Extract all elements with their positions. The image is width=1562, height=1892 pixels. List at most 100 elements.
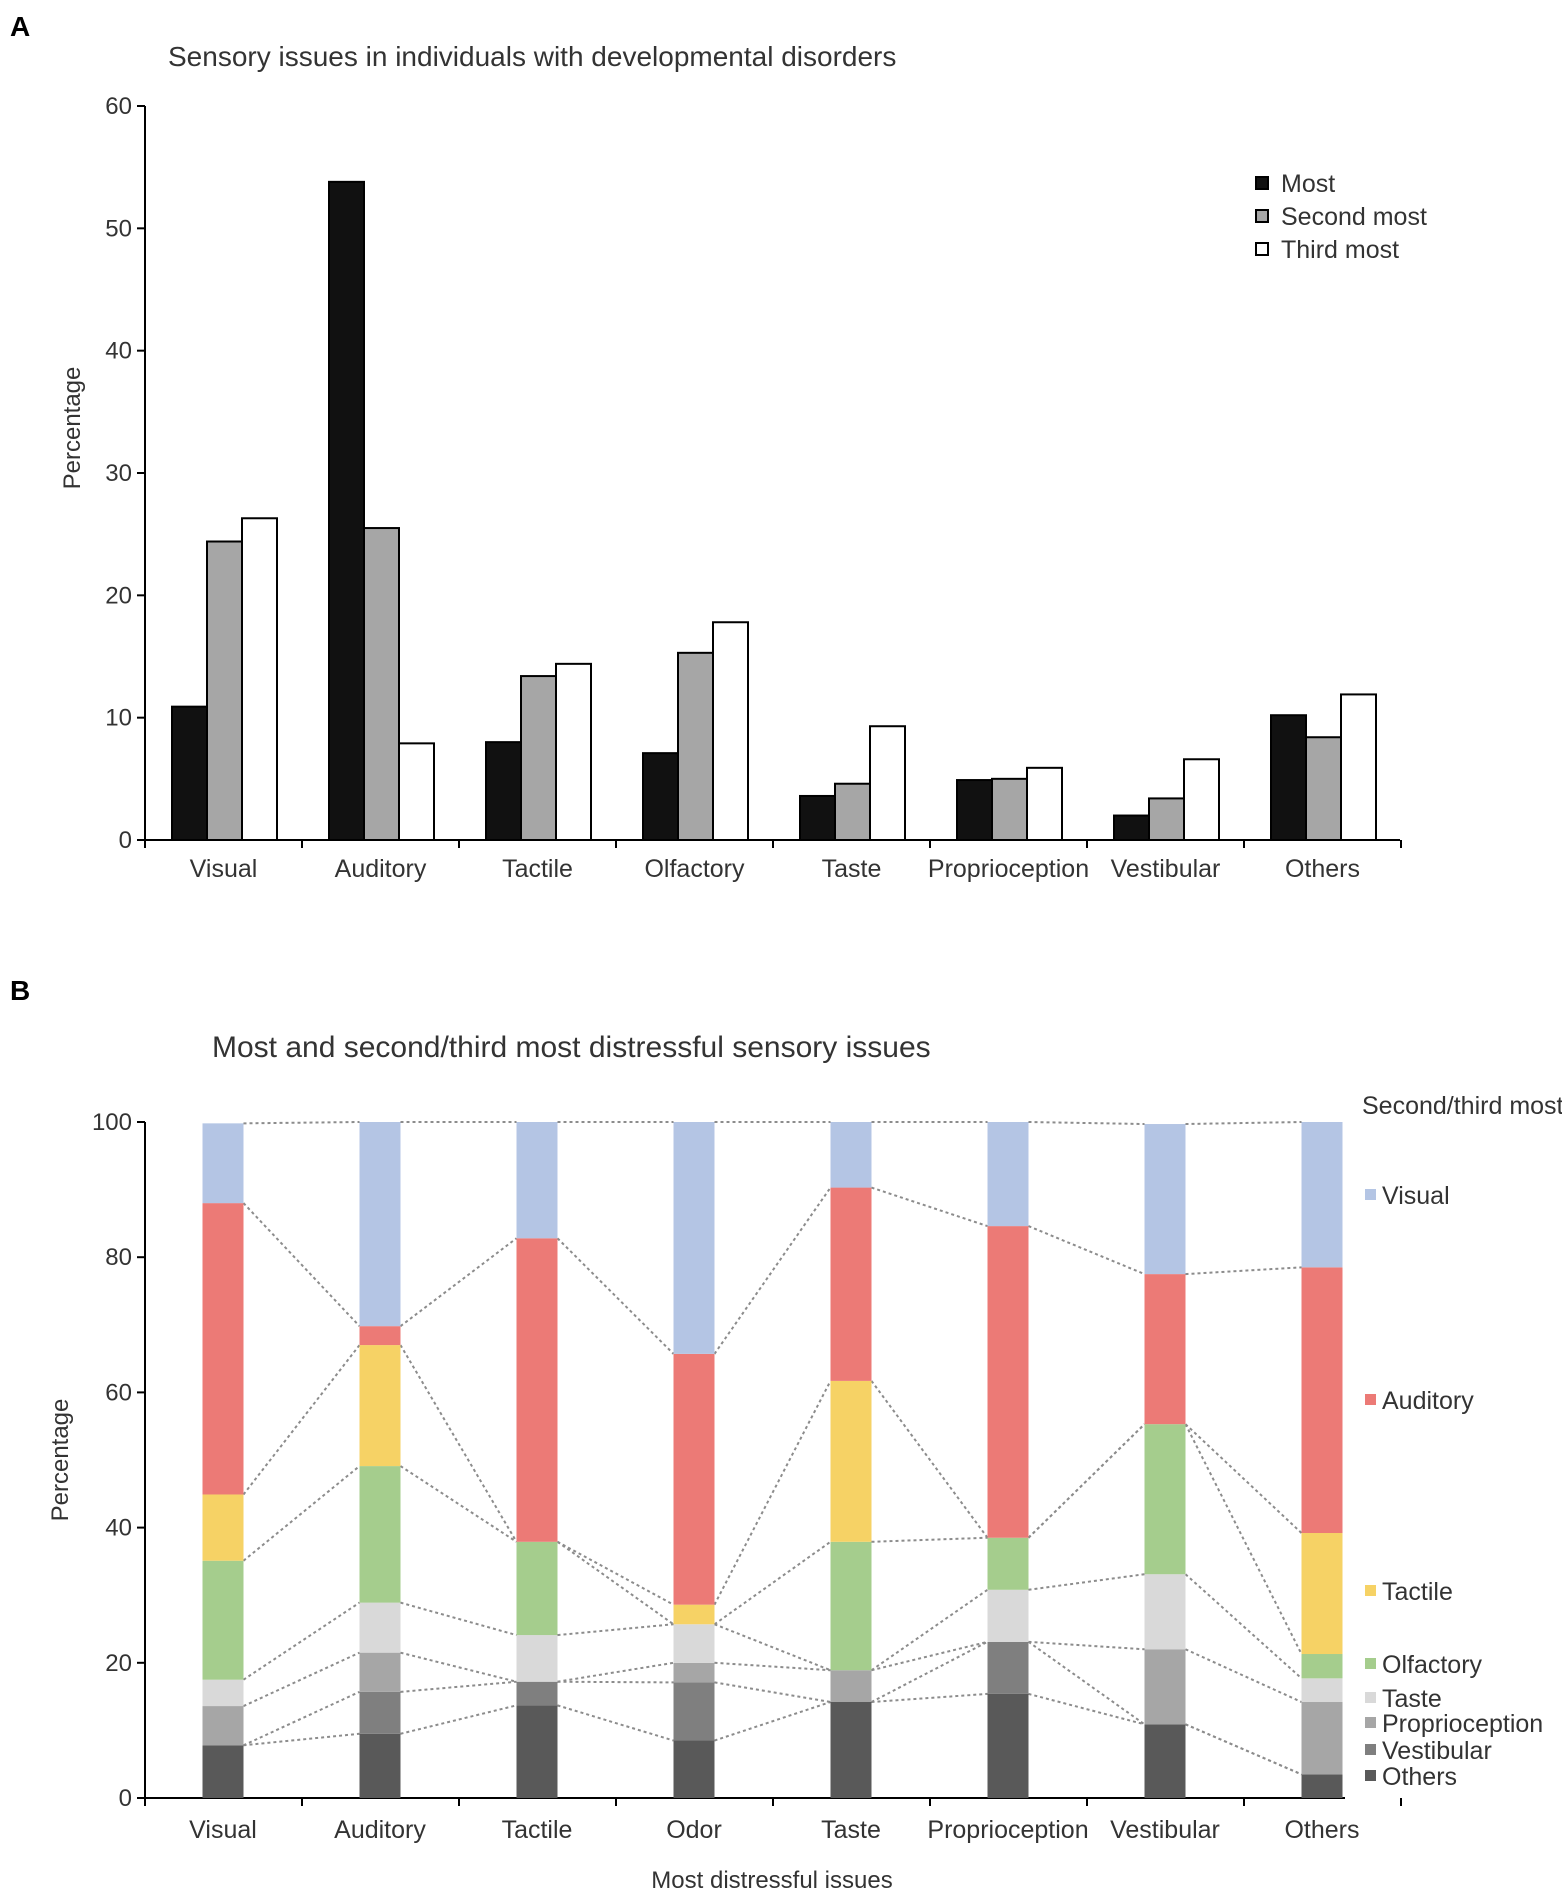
panel-b-connector-line <box>714 1661 831 1672</box>
panel-b-connector-line <box>399 1344 518 1543</box>
panel-b-segment-vestibular-others <box>1144 1724 1186 1798</box>
panel-a-bar-taste-third-most <box>869 725 906 841</box>
panel-b-x-tick-label: Vestibular <box>1110 1816 1220 1844</box>
panel-b-legend-swatch <box>1365 1658 1376 1669</box>
panel-b-connector-line <box>871 1692 988 1704</box>
panel-b-connector-line <box>1185 1121 1302 1126</box>
panel-b-segment-tactile-olfactory <box>516 1541 558 1636</box>
panel-b-y-axis-label: Percentage <box>47 1399 74 1522</box>
panel-a-y-tick-label: 60 <box>105 93 132 120</box>
panel-a-bar-vestibular-most <box>1113 814 1150 841</box>
panel-b-legend-label: Olfactory <box>1382 1651 1483 1679</box>
panel-a-x-tick-label: Proprioception <box>928 855 1089 883</box>
panel-b-connector-line <box>713 1380 832 1606</box>
panel-b-segment-visual-others <box>202 1745 244 1798</box>
panel-b-segment-proprioception-taste <box>987 1589 1029 1642</box>
panel-b-connector-line <box>242 1465 361 1562</box>
panel-a-bar-others-most <box>1270 714 1307 841</box>
panel-b-connector-line <box>242 1202 361 1327</box>
panel-b-title: Most and second/third most distressful s… <box>212 1031 931 1064</box>
panel-b-legend-label: Visual <box>1382 1182 1450 1210</box>
panel-b-segment-odor-others <box>673 1740 715 1798</box>
panel-b-x-axis-label: Most distressful issues <box>651 1867 892 1892</box>
panel-a-legend-swatch <box>1255 242 1269 256</box>
panel-b-segment-proprioception-vestibular <box>987 1641 1029 1694</box>
panel-b-connector-line <box>714 1701 831 1742</box>
panel-b-segment-auditory-taste <box>359 1602 401 1653</box>
panel-b-connector-line <box>714 1623 831 1672</box>
panel-b-segment-visual-tactile <box>202 1494 244 1561</box>
panel-a-y-tick-label: 30 <box>105 460 132 487</box>
panel-b-segment-auditory-olfactory <box>359 1466 401 1603</box>
panel-a-bar-visual-second-most <box>206 540 243 841</box>
panel-b-segment-proprioception-olfactory <box>987 1537 1029 1590</box>
panel-b-legend-label: Proprioception <box>1382 1710 1543 1738</box>
panel-a-legend-swatch <box>1255 176 1269 190</box>
panel-b-connector-line <box>1185 1648 1302 1703</box>
panel-b-letter: B <box>10 975 30 1006</box>
panel-b-connector-line <box>243 1121 360 1125</box>
panel-b-x-tick-label: Auditory <box>334 1816 426 1844</box>
panel-b-segment-others-tactile <box>1301 1533 1343 1655</box>
panel-b-segment-vestibular-proprioception <box>1144 1649 1186 1725</box>
panel-a-x-tick-label: Vestibular <box>1111 855 1221 883</box>
panel-a-bar-auditory-third-most <box>398 742 435 842</box>
panel-b-connector-line <box>242 1344 361 1496</box>
panel-b-connector-line <box>1185 1266 1302 1276</box>
panel-b-segment-others-visual <box>1301 1122 1343 1268</box>
panel-b-x-tick-label: Visual <box>189 1816 257 1844</box>
panel-b-segment-odor-visual <box>673 1122 715 1354</box>
panel-b-segment-taste-olfactory <box>830 1541 872 1671</box>
panel-a-legend-label: Most <box>1281 170 1335 198</box>
panel-b-connector-line <box>557 1623 674 1637</box>
panel-b-segment-auditory-proprioception <box>359 1652 401 1692</box>
panel-b-segment-odor-auditory <box>673 1353 715 1605</box>
panel-b-legend-swatch <box>1365 1770 1376 1781</box>
panel-b-connector-line <box>871 1640 988 1703</box>
panel-b-connector-line <box>870 1380 989 1539</box>
panel-b-segment-auditory-tactile <box>359 1345 401 1467</box>
panel-b-legend-label: Tactile <box>1382 1578 1453 1606</box>
panel-b-segment-odor-tactile <box>673 1604 715 1625</box>
panel-b-legend-swatch <box>1365 1189 1376 1200</box>
panel-a-letter: A <box>10 11 30 42</box>
panel-b-connector-line <box>871 1186 988 1228</box>
panel-b-connector-line <box>1028 1121 1145 1126</box>
panel-a-legend-swatch <box>1255 209 1269 223</box>
panel-b-connector-line <box>871 1640 988 1672</box>
panel-b-legend-swatch <box>1365 1692 1376 1703</box>
panel-b-segment-vestibular-taste <box>1144 1574 1186 1650</box>
panel-b-segment-proprioception-others <box>987 1693 1029 1798</box>
panel-b-connector-line <box>713 1186 832 1355</box>
panel-b-connector-line <box>242 1601 361 1681</box>
panel-a-bar-visual-most <box>171 705 208 842</box>
panel-b-segment-visual-visual <box>202 1123 244 1204</box>
panel-b-x-tick-label: Odor <box>666 1816 722 1844</box>
panel-a-bar-tactile-second-most <box>520 675 557 841</box>
panel-b-y-tick-label: 0 <box>119 1785 132 1812</box>
panel-b-connector-line <box>557 1704 674 1742</box>
panel-a-bar-taste-second-most <box>834 782 871 842</box>
panel-b-connector-line <box>1184 1423 1303 1534</box>
panel-a-bar-others-second-most <box>1305 736 1342 841</box>
panel-b-segment-tactile-vestibular <box>516 1681 558 1706</box>
panel-b-legend-label: Vestibular <box>1382 1737 1492 1765</box>
panel-b-segment-taste-auditory <box>830 1187 872 1381</box>
panel-b-connector-line <box>557 1661 674 1683</box>
panel-b-connector-line <box>399 1237 518 1327</box>
panel-b-connector-line <box>1027 1423 1146 1539</box>
panel-b-y-tick-label: 100 <box>92 1109 132 1136</box>
panel-b-segment-odor-vestibular <box>673 1682 715 1741</box>
panel-b-connector-line <box>1184 1423 1303 1655</box>
panel-b-segment-taste-visual <box>830 1122 872 1188</box>
panel-b-connector-line <box>556 1540 675 1626</box>
panel-b-connector-line <box>556 1237 675 1355</box>
panel-b-connector-line <box>714 1681 831 1703</box>
panel-b-x-tick-label: Taste <box>821 1816 881 1844</box>
panel-b-connector-line <box>713 1540 832 1626</box>
panel-b-legend-swatch <box>1365 1394 1376 1405</box>
panel-b-segment-visual-auditory <box>202 1203 244 1495</box>
panel-a-x-tick-label: Taste <box>822 855 882 883</box>
panel-b-legend-label: Auditory <box>1382 1387 1474 1415</box>
